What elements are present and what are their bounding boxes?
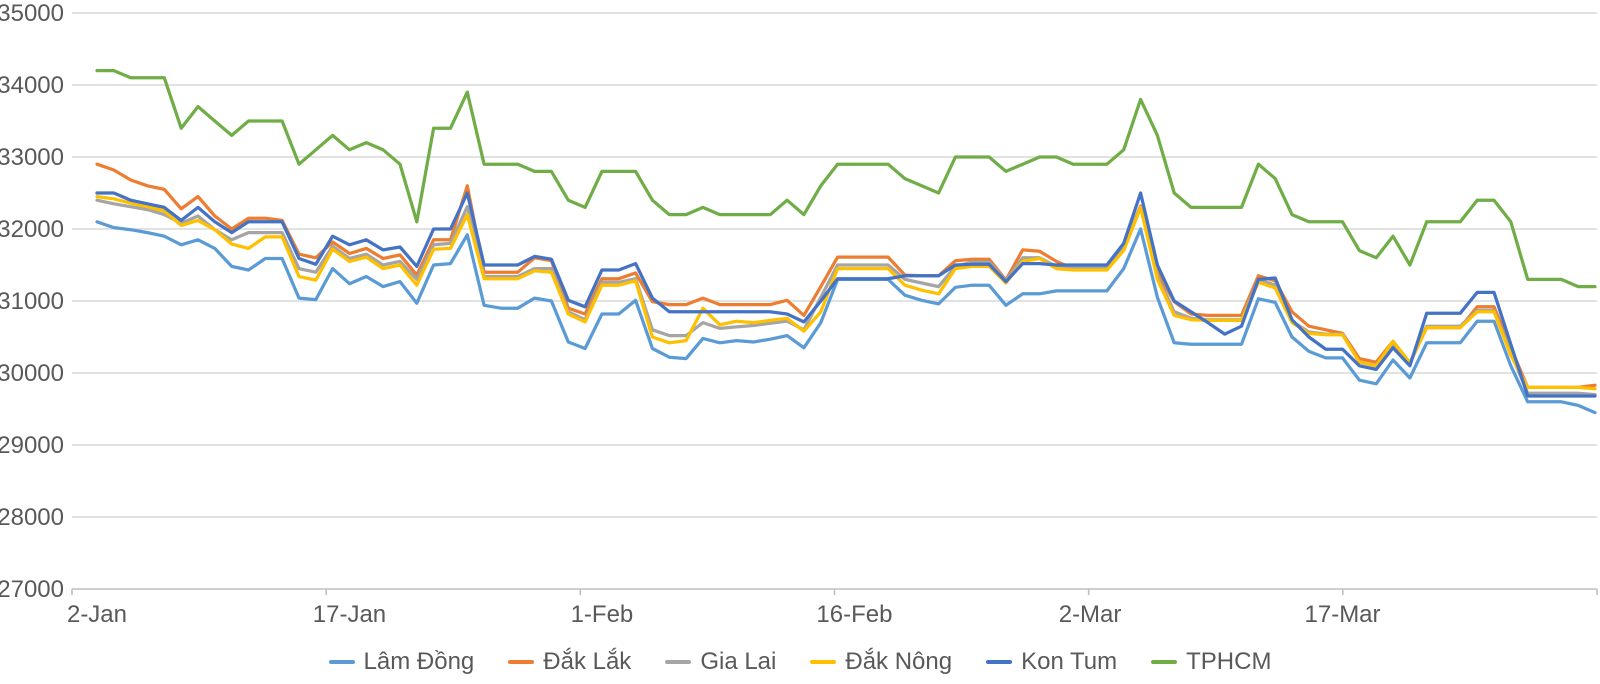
legend-label: Đắk Nông — [845, 648, 953, 675]
y-axis-tick-label: 33000 — [0, 144, 64, 171]
y-axis-tick-label: 27000 — [0, 576, 64, 603]
y-axis-tick-label: 30000 — [0, 360, 64, 387]
x-axis-tick-label: 17-Jan — [313, 601, 386, 628]
legend-item-tphcm[interactable]: TPHCM — [1151, 648, 1271, 676]
legend-label: Lâm Đồng — [363, 648, 475, 675]
series-line-đắk-lắk — [95, 162, 1597, 390]
y-axis-tick-label: 35000 — [0, 0, 64, 27]
series-line-đắk-nông — [95, 194, 1597, 391]
y-axis-tick-label: 29000 — [0, 432, 64, 459]
legend-swatch-gia-lai-icon — [665, 660, 692, 664]
y-axis-tick-label: 32000 — [0, 216, 64, 243]
legend-item-lam-dong[interactable]: Lâm Đồng — [328, 648, 475, 676]
y-axis-tick-label: 28000 — [0, 504, 64, 531]
legend-swatch-tphcm-icon — [1151, 660, 1178, 664]
legend-item-gia-lai[interactable]: Gia Lai — [665, 648, 776, 676]
y-axis-tick-label: 34000 — [0, 72, 64, 99]
legend-label: TPHCM — [1186, 648, 1272, 675]
x-axis-tick-label: 2-Jan — [67, 601, 127, 628]
legend-label: Kon Tum — [1021, 648, 1118, 675]
legend-swatch-lam-dong-icon — [328, 660, 355, 664]
x-axis-tick-label: 16-Feb — [816, 601, 892, 628]
legend-item-dak-nong[interactable]: Đắk Nông — [810, 648, 952, 676]
legend-item-kon-tum[interactable]: Kon Tum — [986, 648, 1117, 676]
legend-swatch-kon-tum-icon — [986, 660, 1013, 664]
x-axis-tick-label: 2-Mar — [1059, 601, 1122, 628]
legend-swatch-dak-nong-icon — [810, 660, 837, 664]
x-axis-tick-label: 17-Mar — [1305, 601, 1381, 628]
legend-label: Gia Lai — [700, 648, 777, 675]
legend-swatch-dak-lak-icon — [508, 660, 535, 664]
legend-item-dak-lak[interactable]: Đắk Lắk — [508, 648, 631, 676]
legend-label: Đắk Lắk — [543, 648, 632, 675]
y-axis-tick-label: 31000 — [0, 288, 64, 315]
series-line-kon-tum — [95, 191, 1597, 398]
chart-legend: Lâm Đồng Đắk Lắk Gia Lai Đắk Nông Kon Tu… — [0, 648, 1600, 676]
x-axis-tick-label: 1-Feb — [571, 601, 634, 628]
series-line-tphcm — [95, 68, 1597, 289]
